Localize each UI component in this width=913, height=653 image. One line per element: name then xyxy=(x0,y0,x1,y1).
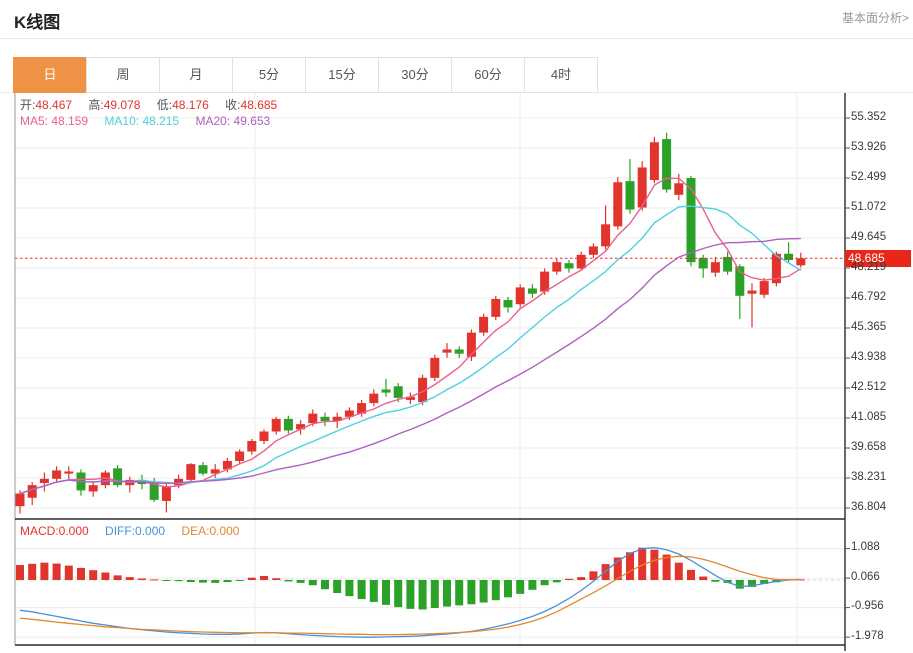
tab-day[interactable]: 日 xyxy=(13,57,87,93)
close-label: 收: xyxy=(225,98,241,112)
y-axis-label: 45.365 xyxy=(851,320,887,333)
y-axis-label: 49.645 xyxy=(851,230,887,243)
y-axis-label: 43.938 xyxy=(851,350,887,363)
page-title: K线图 xyxy=(14,13,61,32)
y-axis-label: 53.926 xyxy=(851,140,887,153)
y-axis-label: 36.804 xyxy=(851,500,887,513)
open-value: 48.467 xyxy=(35,98,73,112)
high-value: 49.078 xyxy=(103,98,141,112)
header-divider xyxy=(0,38,913,39)
diff-legend-item: DIFF:0.000 xyxy=(105,524,166,538)
tab-5min[interactable]: 5分 xyxy=(232,57,306,93)
close-value: 48.685 xyxy=(240,98,278,112)
y-axis-label: -0.956 xyxy=(851,600,884,613)
low-label: 低: xyxy=(156,98,173,112)
period-tabbar: 日 周 月 5分 15分 30分 60分 4时 xyxy=(13,57,598,93)
y-axis-label: 55.352 xyxy=(851,110,887,123)
tab-week[interactable]: 周 xyxy=(86,57,160,93)
fundamental-analysis-link[interactable]: 基本面分析> xyxy=(841,11,909,25)
y-axis-label: 42.512 xyxy=(851,380,887,393)
ma20-legend-item: MA20: 49.653 xyxy=(195,114,271,128)
open-label: 开: xyxy=(20,98,36,112)
y-axis-label: 0.066 xyxy=(851,570,880,583)
ohlc-legend: 开:48.467 高:49.078 低:48.176 收:48.685 xyxy=(20,96,290,113)
tab-15min[interactable]: 15分 xyxy=(305,57,379,93)
ma5-legend-item: MA5: 48.159 xyxy=(20,114,89,128)
high-label: 高: xyxy=(88,98,104,112)
tab-4hour[interactable]: 4时 xyxy=(524,57,598,93)
y-axis-label: 38.231 xyxy=(851,470,887,483)
y-axis-label: 46.792 xyxy=(851,290,887,303)
ma10-legend-item: MA10: 48.215 xyxy=(104,114,180,128)
low-value: 48.176 xyxy=(172,98,209,112)
y-axis-label: -1.978 xyxy=(851,629,884,642)
ma-legend: MA5: 48.159 MA10: 48.215 MA20: 49.653 xyxy=(20,114,283,128)
macd-legend-item: MACD:0.000 xyxy=(20,524,89,538)
y-axis-label: 51.072 xyxy=(851,200,887,213)
y-axis-label: 41.085 xyxy=(851,410,887,423)
tab-60min[interactable]: 60分 xyxy=(451,57,525,93)
y-axis-label: 1.088 xyxy=(851,541,880,554)
y-axis-label: 39.658 xyxy=(851,440,887,453)
y-axis-label: 52.499 xyxy=(851,170,887,183)
macd-legend: MACD:0.000 DIFF:0.000 DEA:0.000 xyxy=(20,524,252,538)
tab-30min[interactable]: 30分 xyxy=(378,57,452,93)
dea-legend-item: DEA:0.000 xyxy=(181,524,240,538)
current-price-tag: 48.685 xyxy=(845,249,911,267)
y-axis-label: 48.219 xyxy=(851,260,887,273)
tab-month[interactable]: 月 xyxy=(159,57,233,93)
